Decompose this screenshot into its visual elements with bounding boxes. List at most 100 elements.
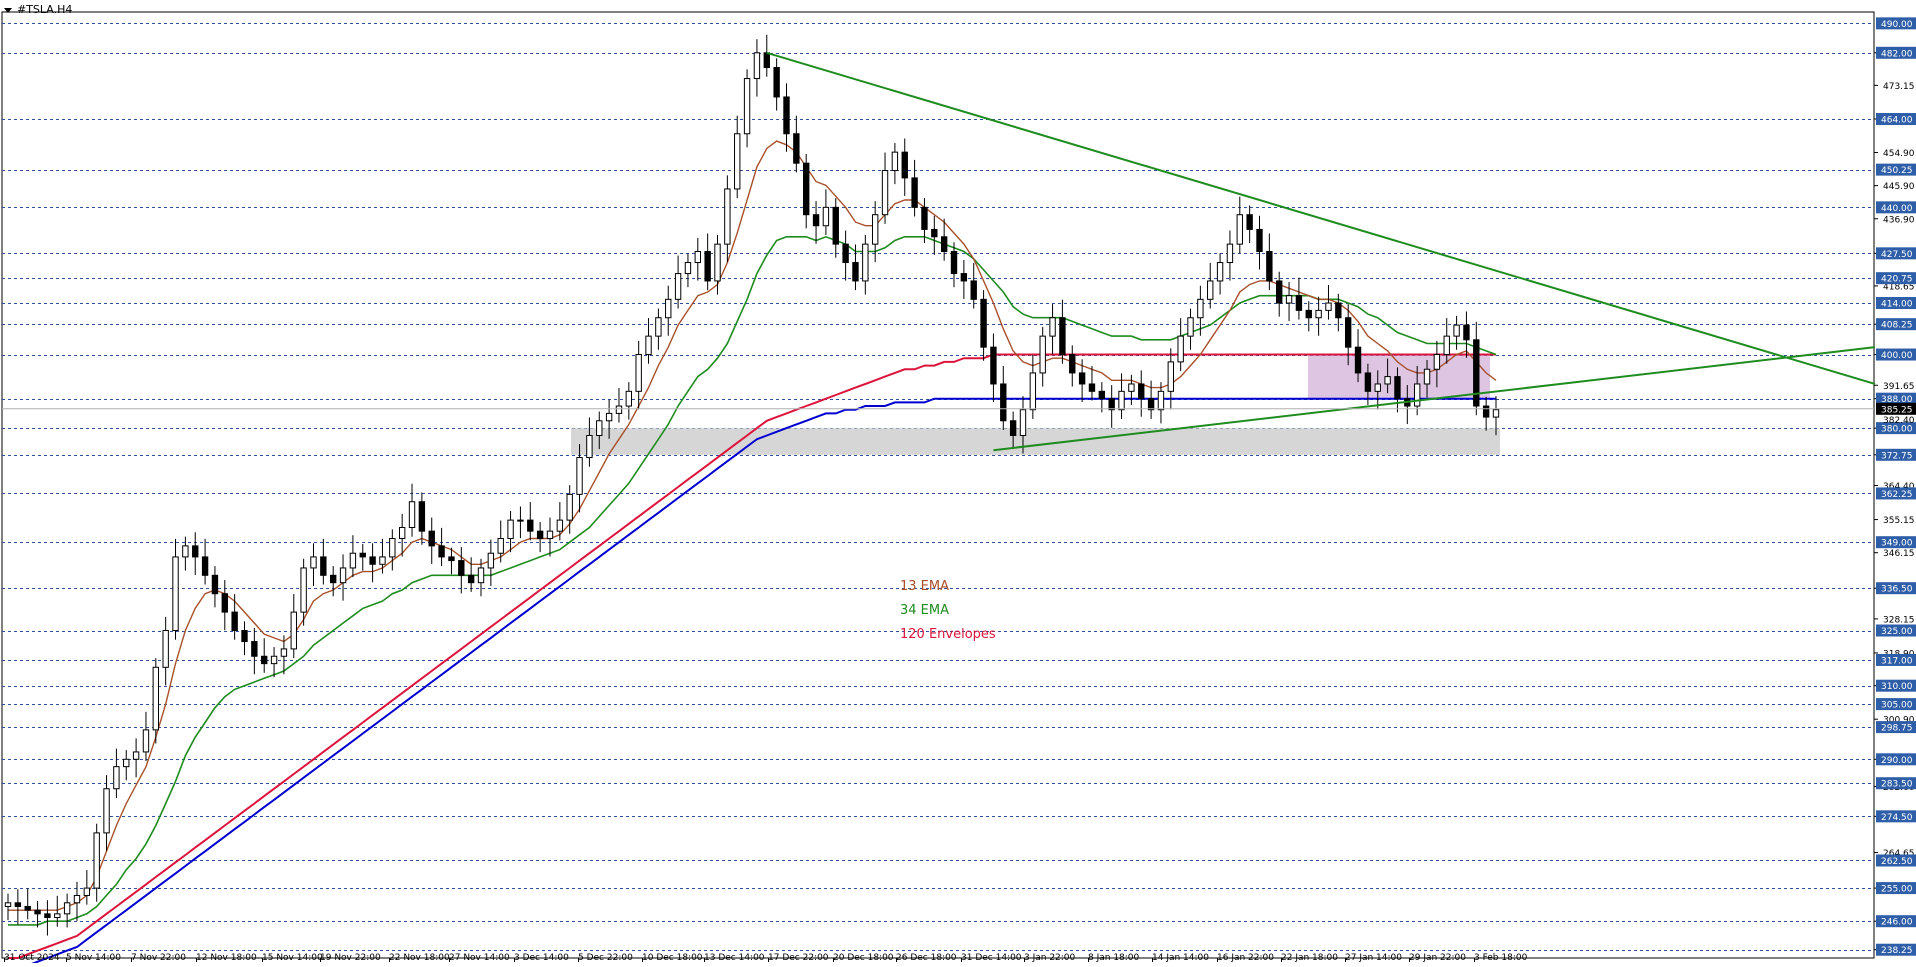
candle — [132, 751, 140, 760]
level-label-box — [1876, 201, 1916, 214]
candle — [1118, 390, 1125, 411]
level-label: 414.00 — [1881, 300, 1913, 310]
level-label-box — [1876, 348, 1916, 361]
candle — [842, 243, 849, 264]
candle — [1049, 317, 1056, 337]
y-tick-label: 364.40 — [1883, 482, 1915, 492]
candle — [1177, 335, 1184, 363]
level-label-box — [1876, 653, 1916, 666]
candle — [803, 162, 810, 216]
candle — [1374, 383, 1381, 392]
candle — [1413, 383, 1421, 407]
level-label: 255.00 — [1881, 885, 1913, 895]
level-label-box — [1876, 753, 1916, 766]
x-tick-label: 3 Feb 18:00 — [1474, 953, 1528, 963]
candle — [1128, 383, 1135, 392]
level-label-box — [1876, 536, 1916, 549]
candle — [1384, 376, 1391, 385]
candle — [1138, 383, 1145, 400]
candle — [655, 317, 662, 337]
level-label: 310.00 — [1881, 682, 1913, 692]
candle — [172, 556, 179, 632]
candle — [556, 519, 564, 532]
candle — [625, 390, 633, 407]
level-label-box — [1876, 582, 1916, 595]
candle — [1482, 405, 1490, 418]
candle — [211, 574, 219, 595]
candle — [1315, 309, 1322, 319]
candle — [44, 913, 51, 919]
candle — [665, 298, 672, 319]
level-label: 325.00 — [1881, 627, 1913, 637]
candle — [1295, 295, 1303, 311]
candle — [1285, 295, 1293, 304]
level-label: 246.00 — [1881, 918, 1913, 928]
candle — [1226, 243, 1234, 264]
level-label-box — [1876, 392, 1916, 405]
candle — [1078, 372, 1086, 385]
candle — [990, 346, 997, 385]
candle — [261, 655, 268, 665]
level-label: 464.00 — [1881, 116, 1913, 126]
ascending-support-trendline — [993, 346, 1876, 452]
x-tick-label: 3 Jan 22:00 — [1024, 953, 1076, 963]
candle — [290, 611, 297, 650]
level-label-box — [1876, 698, 1916, 711]
x-tick-label: 13 Dec 14:00 — [704, 953, 765, 963]
candle — [477, 567, 485, 584]
x-tick-label: 31 Oct 2024 — [4, 953, 60, 963]
legend-120-envelopes: 120 Envelopes — [900, 627, 996, 642]
candle — [507, 519, 514, 540]
candle — [270, 655, 278, 665]
candle — [369, 556, 376, 565]
candle — [674, 273, 682, 300]
level-label-box — [1876, 17, 1916, 30]
candle — [438, 545, 445, 558]
level-label: 336.50 — [1881, 585, 1913, 595]
candle — [615, 405, 623, 414]
candle — [1207, 280, 1214, 300]
x-tick-label: 20 Dec 18:00 — [833, 953, 894, 963]
support-zone — [571, 428, 1500, 455]
x-tick-label: 19 Nov 22:00 — [320, 953, 381, 963]
level-label: 238.25 — [1881, 946, 1913, 956]
level-label: 283.50 — [1881, 780, 1913, 790]
candle — [63, 902, 71, 915]
level-label-box — [1876, 163, 1916, 176]
x-tick-label: 15 Nov 14:00 — [262, 953, 323, 963]
dropdown-arrow-icon[interactable] — [4, 7, 12, 13]
candle — [300, 567, 307, 613]
symbol-title[interactable]: #TSLA.H4 — [4, 3, 72, 16]
candle — [1059, 317, 1066, 356]
candle — [1088, 383, 1096, 392]
candle — [1354, 346, 1362, 374]
candle — [359, 552, 366, 558]
candle — [448, 556, 455, 562]
candle — [458, 560, 465, 576]
candle — [54, 913, 61, 919]
level-label: 450.25 — [1881, 166, 1913, 176]
ema34-line — [8, 235, 1497, 926]
candle — [694, 251, 701, 264]
candle — [1216, 262, 1224, 282]
y-tick-label: 454.90 — [1883, 149, 1915, 159]
candle — [1344, 317, 1352, 348]
candle — [1453, 324, 1460, 337]
candle — [527, 519, 534, 532]
candle — [1394, 376, 1401, 400]
x-tick-label: 7 Nov 22:00 — [131, 953, 186, 963]
candle — [379, 556, 386, 565]
candle — [1433, 354, 1441, 370]
level-label-box — [1876, 272, 1916, 285]
level-label: 262.50 — [1881, 857, 1913, 867]
candle — [251, 641, 258, 657]
level-label: 290.00 — [1881, 756, 1913, 766]
x-tick-label: 27 Nov 14:00 — [449, 953, 510, 963]
candle — [1039, 335, 1046, 374]
candle — [596, 420, 603, 436]
candle — [763, 52, 770, 69]
candle — [329, 574, 337, 584]
candle — [812, 214, 820, 227]
candle — [891, 151, 899, 172]
